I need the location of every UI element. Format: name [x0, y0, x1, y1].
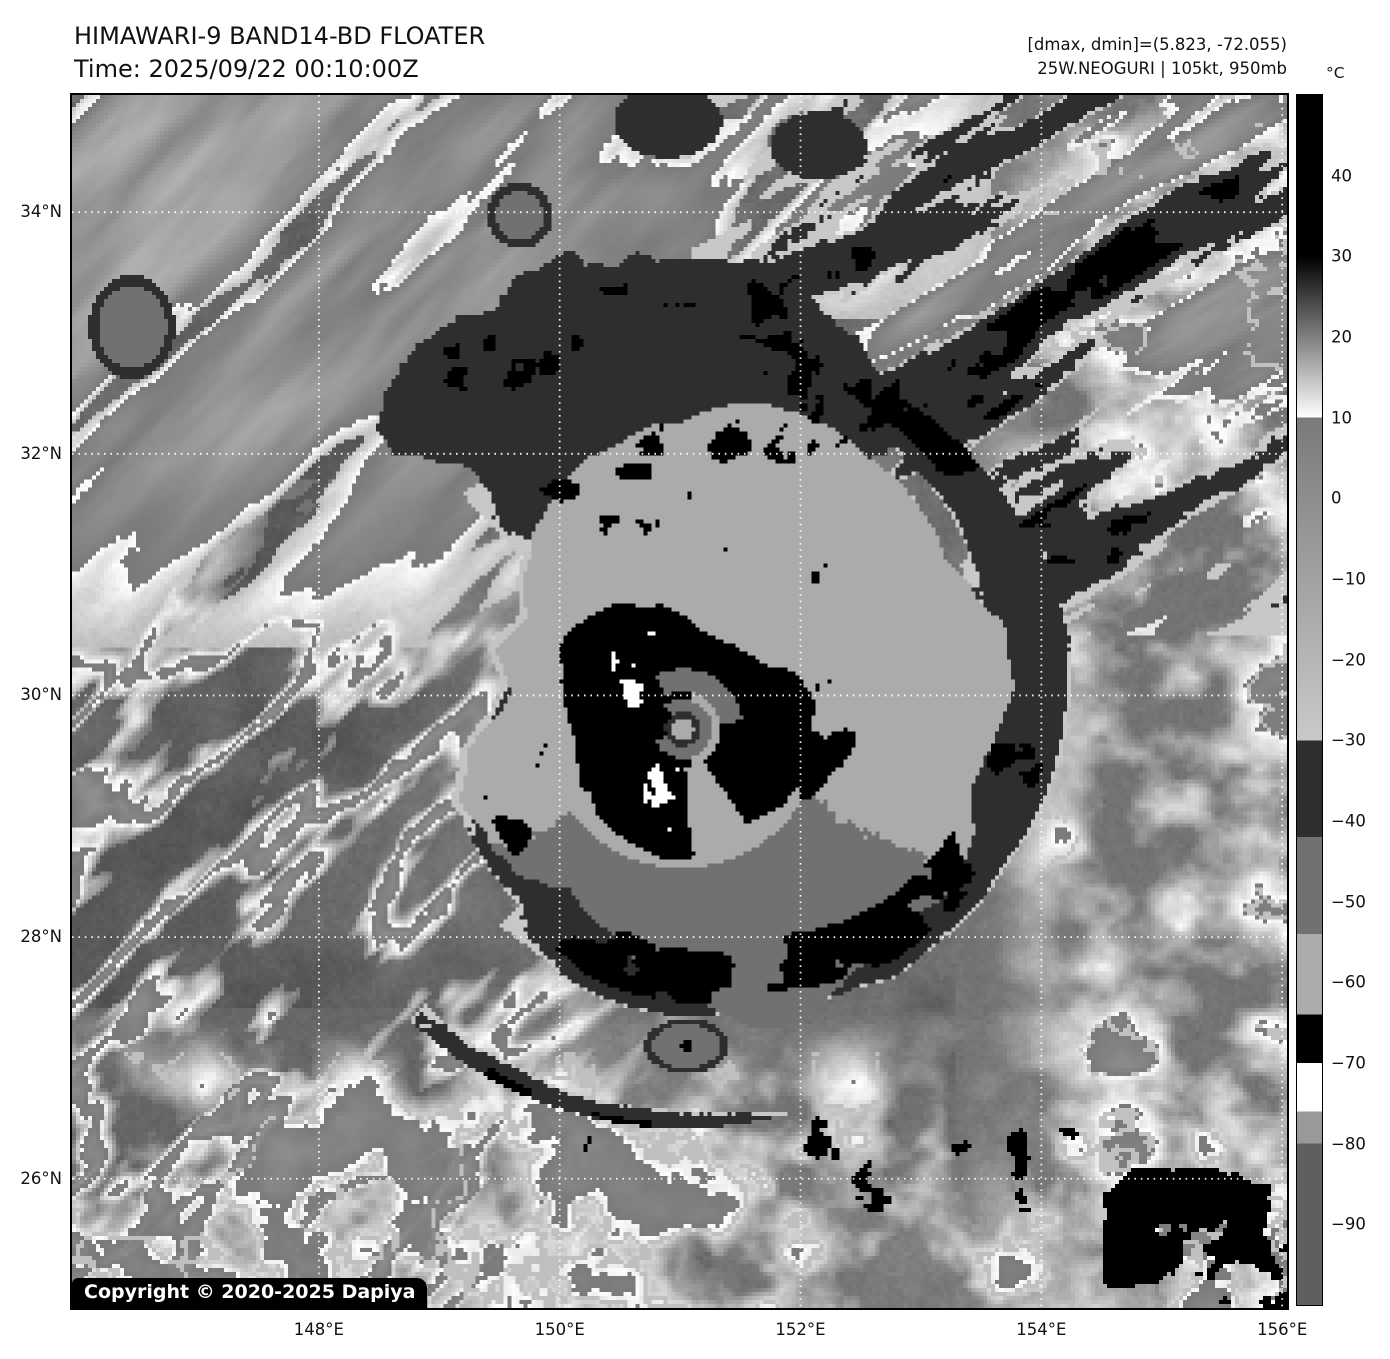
colorbar-tick-label: 0 — [1331, 488, 1342, 508]
colorbar-unit-label: °C — [1326, 64, 1345, 82]
colorbar-tick-label: −30 — [1331, 730, 1366, 750]
satellite-image — [72, 95, 1287, 1308]
map-plot: Copyright © 2020-2025 Dapiya — [70, 93, 1289, 1310]
colorbar-tick-label: −60 — [1331, 972, 1366, 992]
plot-title-block: HIMAWARI-9 BAND14-BD FLOATER Time: 2025/… — [74, 20, 485, 86]
y-tick-label: 28°N — [20, 927, 62, 947]
y-tick-label: 32°N — [20, 443, 62, 463]
colorbar-tick-label: −90 — [1331, 1214, 1366, 1234]
x-tick-label: 148°E — [293, 1320, 344, 1339]
colorbar-tick-label: −20 — [1331, 650, 1366, 670]
colorbar-tick-label: −80 — [1331, 1134, 1366, 1154]
y-tick-label: 26°N — [20, 1168, 62, 1188]
y-tick-label: 34°N — [20, 202, 62, 222]
copyright-badge: Copyright © 2020-2025 Dapiya — [72, 1278, 428, 1308]
colorbar-tick-label: 30 — [1331, 246, 1352, 266]
x-tick-label: 150°E — [534, 1320, 585, 1339]
x-tick-label: 152°E — [775, 1320, 826, 1339]
storm-info: 25W.NEOGURI | 105kt, 950mb — [1037, 59, 1287, 78]
plot-title: HIMAWARI-9 BAND14-BD FLOATER — [74, 22, 486, 50]
x-tick-label: 156°E — [1257, 1320, 1308, 1339]
colorbar-tick-label: −10 — [1331, 569, 1366, 589]
colorbar-tick-label: −40 — [1331, 811, 1366, 831]
colorbar-tick-label: −70 — [1331, 1053, 1366, 1073]
x-tick-label: 154°E — [1016, 1320, 1067, 1339]
colorbar — [1295, 93, 1323, 1306]
colorbar-tick-label: 20 — [1331, 327, 1352, 347]
colorbar-tick-label: 10 — [1331, 408, 1352, 428]
y-tick-label: 30°N — [20, 685, 62, 705]
colorbar-tick-label: −50 — [1331, 892, 1366, 912]
header-stats-block: [dmax, dmin]=(5.823, -72.055) 25W.NEOGUR… — [1028, 33, 1288, 81]
range-info: [dmax, dmin]=(5.823, -72.055) — [1027, 35, 1288, 54]
plot-time: Time: 2025/09/22 00:10:00Z — [74, 55, 419, 83]
colorbar-tick-label: 40 — [1331, 166, 1352, 186]
graticule-gridlines — [72, 95, 1287, 1308]
